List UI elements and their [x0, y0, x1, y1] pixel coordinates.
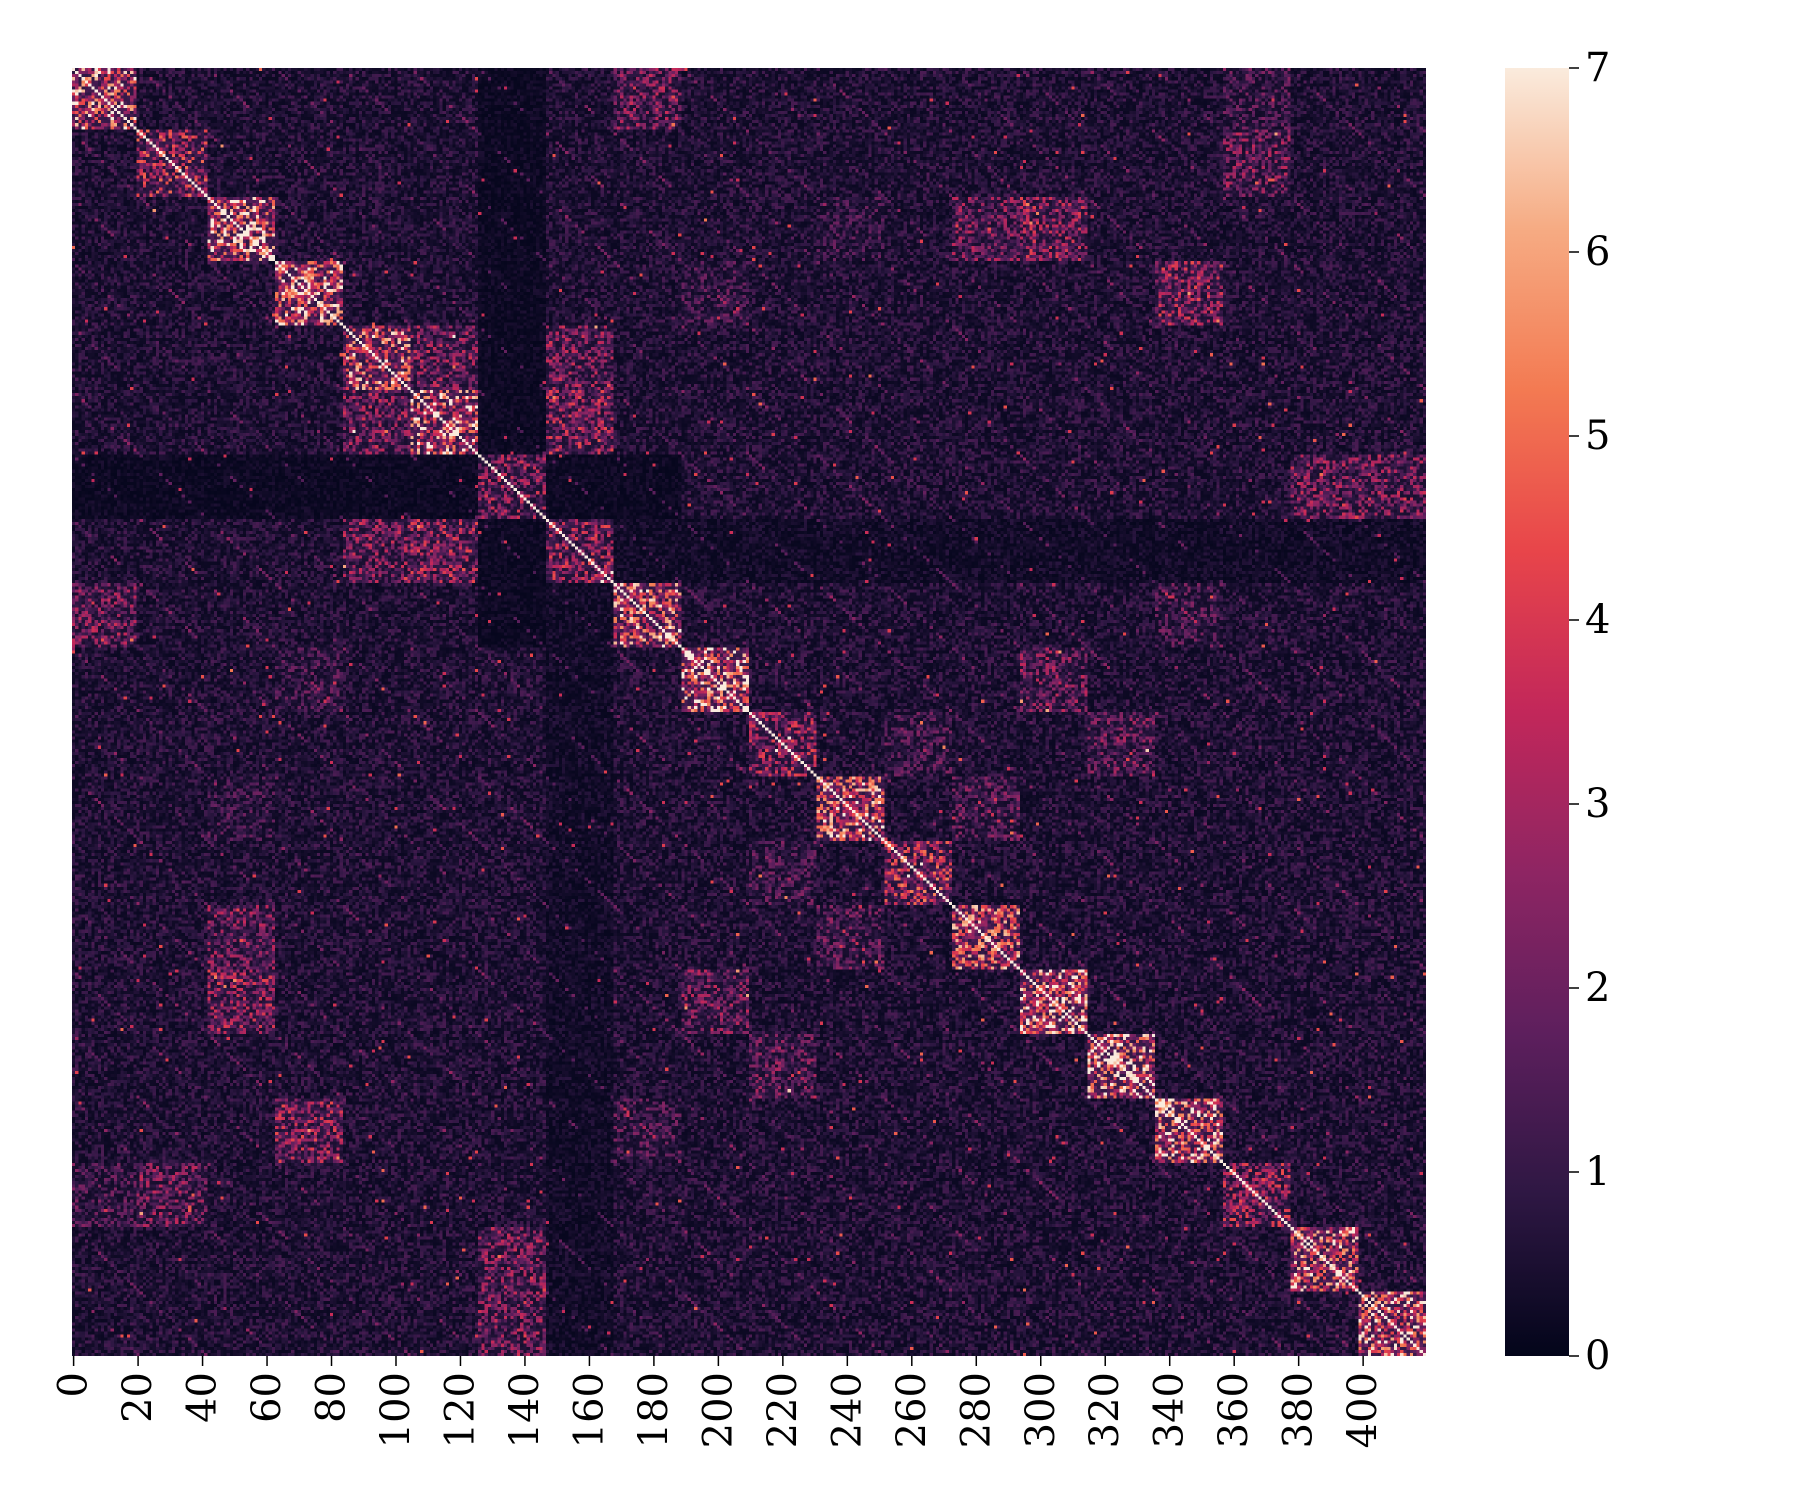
- x-tick-label: 0: [51, 1372, 97, 1397]
- x-axis: 0 20 40 60 80 100 120 140 160 180 200 220 240 260 280 3…: [51, 1356, 1386, 1448]
- x-tick-label: 200: [695, 1372, 741, 1448]
- x-tick-label: 400: [1340, 1372, 1386, 1448]
- x-tick-label: 240: [824, 1372, 870, 1448]
- x-tick-label: 260: [889, 1372, 935, 1448]
- x-tick-label: 300: [1018, 1372, 1064, 1448]
- x-tick-label: 40: [180, 1372, 226, 1423]
- colorbar-tick-label: 3: [1585, 781, 1610, 827]
- x-tick-label: 120: [437, 1372, 483, 1448]
- x-tick-label: 280: [953, 1372, 999, 1448]
- heatmap-grid: [72, 68, 1426, 1356]
- colorbar-tick-label: 7: [1585, 45, 1610, 91]
- x-tick-label: 320: [1082, 1372, 1128, 1448]
- colorbar-tick-label: 2: [1585, 965, 1610, 1011]
- x-tick-label: 20: [115, 1372, 161, 1423]
- colorbar: 0 1 2 3 4 5 6 7: [1505, 45, 1610, 1379]
- colorbar-tick-label: 6: [1585, 229, 1610, 275]
- x-tick-label: 220: [760, 1372, 806, 1448]
- x-tick-label: 160: [566, 1372, 612, 1448]
- colorbar-tick-label: 1: [1585, 1149, 1610, 1195]
- x-tick-label: 180: [631, 1372, 677, 1448]
- colorbar-gradient: [1505, 68, 1569, 1356]
- x-tick-label: 360: [1211, 1372, 1257, 1448]
- x-tick-label: 140: [502, 1372, 548, 1448]
- colorbar-tick-label: 0: [1585, 1333, 1610, 1379]
- colorbar-ticks: 0 1 2 3 4 5 6 7: [1569, 45, 1610, 1379]
- x-tick-label: 60: [244, 1372, 290, 1423]
- heatmap-cells: [72, 68, 1426, 1356]
- x-tick-label: 380: [1276, 1372, 1322, 1448]
- x-tick-label: 100: [373, 1372, 419, 1448]
- x-tick-label: 340: [1147, 1372, 1193, 1448]
- x-tick-label: 80: [309, 1372, 355, 1423]
- colorbar-tick-label: 5: [1585, 413, 1610, 459]
- colorbar-tick-label: 4: [1585, 597, 1610, 643]
